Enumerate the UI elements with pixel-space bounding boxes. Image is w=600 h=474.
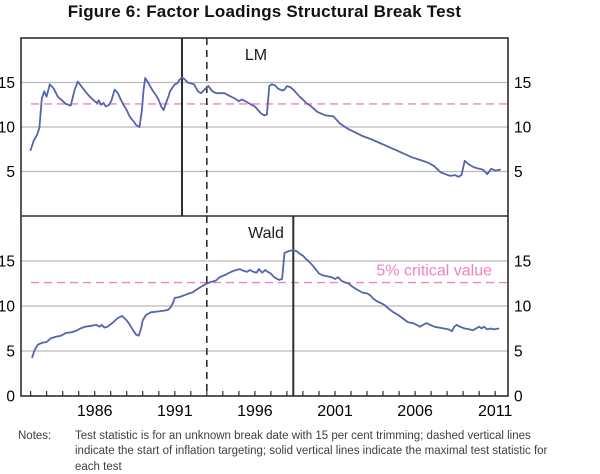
y-tick-label-left: 5 (6, 164, 15, 181)
y-tick-label-right: 5 (514, 344, 523, 361)
x-year-label: 2001 (317, 403, 353, 420)
notes-row: Notes: Test statistic is for an unknown … (18, 429, 564, 474)
series-line-lm (29, 76, 501, 178)
series-line-wald (31, 249, 500, 359)
y-tick-label-right: 15 (514, 254, 531, 271)
y-tick-label-left: 15 (0, 254, 15, 271)
notes-text: Test statistic is for an unknown break d… (75, 430, 548, 473)
y-tick-label-right: 5 (514, 164, 523, 181)
y-tick-label-right: 15 (514, 75, 531, 92)
y-tick-label-right: 10 (514, 120, 532, 137)
figure-title: Figure 6: Factor Loadings Structural Bre… (67, 2, 462, 21)
panel-label: Wald (248, 225, 284, 242)
x-year-label: 2011 (478, 403, 513, 420)
notes-label: Notes: (18, 430, 52, 442)
x-year-label: 1996 (237, 403, 273, 420)
y-tick-label-right: 0 (514, 389, 523, 406)
y-tick-label-left: 5 (6, 344, 15, 361)
x-year-label: 1991 (157, 403, 193, 420)
y-tick-label-left: 10 (0, 299, 15, 316)
chart-canvas: 5 5 10 10 15 15 LM 0 0 5 5 10 10 15 15 Wald 5% critical … (0, 37, 532, 420)
critical-value-label: 5% critical value (376, 263, 492, 280)
panel-label: LM (245, 47, 267, 64)
y-tick-label-left: 15 (0, 75, 15, 92)
y-tick-label-left: 0 (6, 389, 15, 406)
x-year-label: 2006 (397, 403, 433, 420)
chart-frame (20, 37, 509, 397)
y-tick-label-right: 10 (514, 299, 532, 316)
y-tick-label-left: 10 (0, 120, 15, 137)
x-year-label: 1986 (77, 403, 113, 420)
